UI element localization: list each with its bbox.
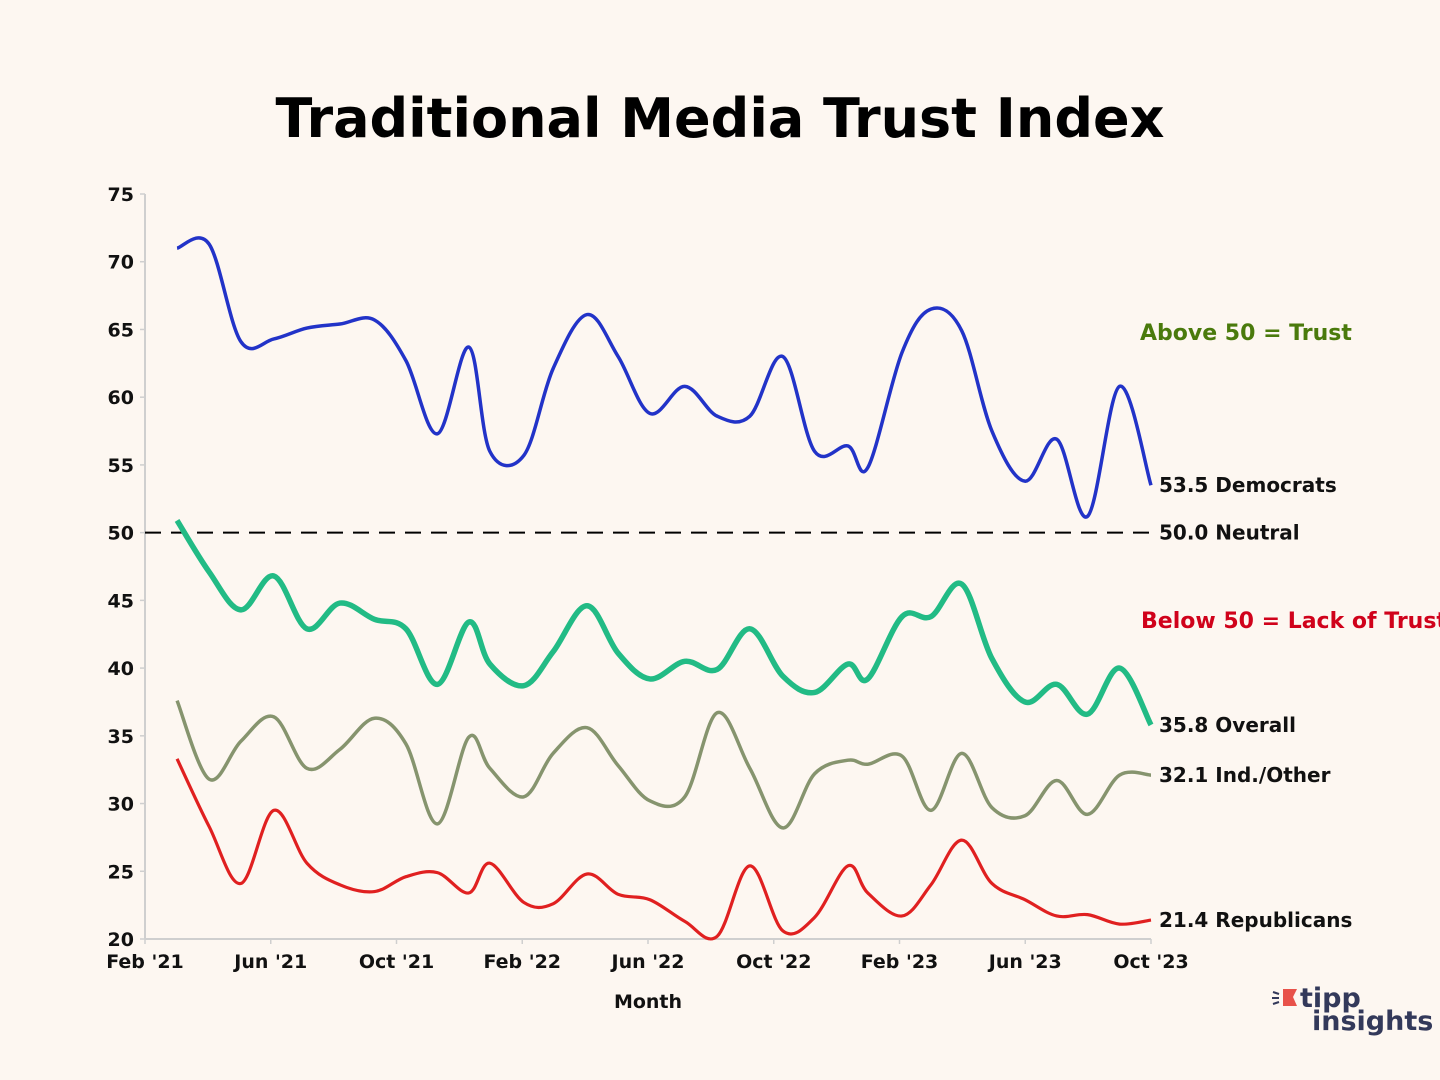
end-label-ind-other: 32.1 Ind./Other bbox=[1159, 763, 1331, 787]
y-tick-label: 55 bbox=[108, 455, 134, 477]
series-line-republicans bbox=[175, 758, 1152, 941]
y-tick-label: 65 bbox=[108, 319, 134, 341]
y-tick-label: 60 bbox=[108, 387, 134, 409]
end-labels: 53.5 Democrats 35.8 Overall 32.1 Ind./Othe… bbox=[1159, 473, 1352, 932]
annotation-trust: Above 50 = Trust bbox=[1140, 321, 1352, 346]
x-tick-label: Jun '23 bbox=[987, 951, 1062, 973]
x-tick-label: Jun '22 bbox=[610, 951, 685, 973]
y-tick-label: 45 bbox=[108, 590, 134, 612]
series-line-democrats bbox=[176, 236, 1153, 519]
series-lines bbox=[174, 236, 1154, 941]
megaphone-icon bbox=[1272, 989, 1297, 1006]
end-label-overall: 35.8 Overall bbox=[1159, 713, 1296, 737]
tipp-insights-logo: tipp insights bbox=[1272, 983, 1433, 1037]
logo-line2: insights bbox=[1312, 1006, 1433, 1037]
y-tick-label: 30 bbox=[108, 794, 134, 816]
y-tick-label: 50 bbox=[108, 523, 134, 545]
series-line-overall bbox=[174, 518, 1154, 727]
x-tick-label: Oct '21 bbox=[359, 951, 434, 973]
y-tick-label: 40 bbox=[108, 658, 134, 680]
x-tick-label: Feb '23 bbox=[861, 951, 939, 973]
series-line-ind-other bbox=[175, 699, 1152, 830]
y-tick-label: 25 bbox=[108, 861, 134, 883]
y-tick-label: 75 bbox=[108, 184, 134, 206]
x-tick-label: Jun '21 bbox=[232, 951, 307, 973]
y-tick-label: 70 bbox=[108, 252, 134, 274]
end-label-republicans: 21.4 Republicans bbox=[1159, 908, 1352, 932]
x-tick-label: Oct '23 bbox=[1113, 951, 1188, 973]
x-tick-label: Feb '21 bbox=[106, 951, 184, 973]
logo-line1: tipp bbox=[1300, 983, 1361, 1014]
x-axis-label: Month bbox=[614, 991, 682, 1013]
y-tick-label: 35 bbox=[108, 726, 134, 748]
end-label-democrats: 53.5 Democrats bbox=[1159, 473, 1337, 497]
end-label-neutral: 50.0 Neutral bbox=[1159, 521, 1300, 545]
axes: 20 25 30 35 40 45 50 55 60 65 70 75 Feb '21 Jun '21 Oc… bbox=[106, 184, 1188, 973]
y-tick-label: 20 bbox=[108, 929, 134, 951]
annotation-lack-of-trust: Below 50 = Lack of Trust bbox=[1141, 609, 1440, 634]
chart-title: Traditional Media Trust Index bbox=[276, 87, 1165, 150]
x-tick-label: Feb '22 bbox=[483, 951, 561, 973]
x-tick-label: Oct '22 bbox=[736, 951, 811, 973]
